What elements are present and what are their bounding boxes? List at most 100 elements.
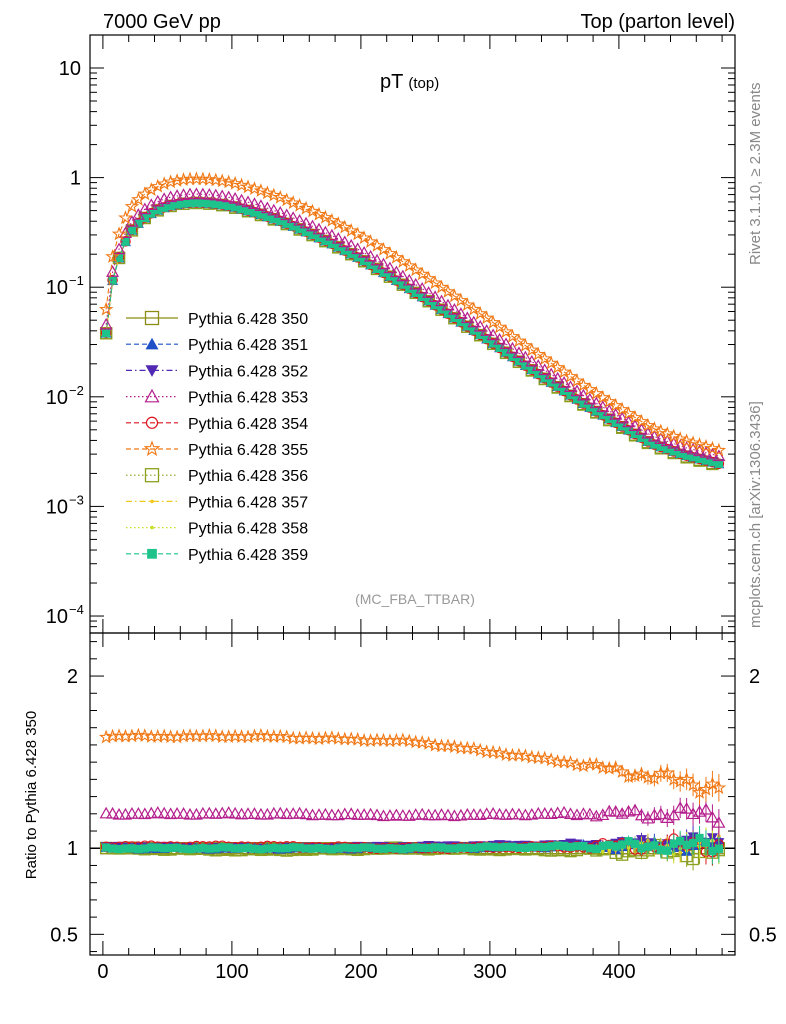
series-359-point (205, 199, 214, 208)
series-353-point (183, 187, 197, 200)
series-355-ratio-point (169, 729, 185, 744)
series-359-point (321, 236, 330, 246)
series-359-ratio-point (282, 844, 291, 853)
series-355-point (124, 198, 140, 213)
series-359-ratio-point (695, 833, 704, 843)
series-359-ratio-point (624, 837, 633, 846)
series-359-point (489, 339, 498, 348)
series-353-ratio-point (680, 802, 694, 814)
series-353-ratio-point (602, 804, 616, 817)
series-353-point (125, 214, 139, 227)
series-359-point (630, 429, 640, 439)
series-359-point (385, 272, 395, 281)
series-353-ratio-point (254, 807, 268, 820)
series-359-point (411, 288, 420, 297)
series-359-point (682, 451, 691, 460)
series-359-ratio-point (656, 845, 665, 855)
series-359-ratio-point (179, 844, 188, 853)
series-353-point (538, 363, 552, 376)
legend-entry-359: Pythia 6.428 359 (126, 547, 308, 564)
series-355-ratio-point (427, 737, 443, 752)
series-359-point (121, 237, 130, 246)
series-355-ratio-point (176, 728, 191, 743)
series-353-ratio-point (106, 806, 120, 819)
series-359-point (450, 313, 459, 323)
series-359-ratio-point (566, 842, 575, 852)
series-353-point (454, 307, 468, 319)
series-359-ratio-point (256, 845, 266, 854)
legend-entry-352-marker (145, 365, 159, 377)
series-359-ratio-point (527, 842, 536, 852)
series-359-point (211, 199, 220, 209)
series-355-point (659, 426, 675, 441)
series-359-ratio-point (114, 844, 124, 854)
series-355-point (311, 206, 327, 221)
ratio-y-tick-label: 1 (67, 838, 78, 860)
series-355-point (137, 186, 153, 201)
series-359-ratio-point (521, 843, 530, 852)
series-353-point (357, 246, 371, 258)
series-353-point (344, 238, 358, 251)
series-355-point (395, 253, 411, 268)
series-355-ratio-point (324, 730, 340, 745)
series-355-ratio-point (634, 766, 649, 781)
series-353-ratio-point (286, 807, 300, 819)
y-tick-exponent: −3 (69, 492, 84, 507)
series-353-point (505, 341, 519, 354)
series-359-point (147, 209, 156, 218)
series-359-point (688, 453, 698, 462)
series-359-point (579, 399, 588, 408)
series-355-ratio-point (440, 738, 456, 753)
series-359-point (521, 361, 530, 370)
series-353-point (402, 273, 416, 286)
series-359-ratio-point (495, 843, 504, 852)
series-359-point (269, 214, 278, 224)
series-353-point (312, 222, 326, 235)
series-359-ratio-point (637, 844, 646, 853)
series-359-point (301, 227, 311, 237)
series-353-ratio-point (125, 806, 139, 819)
series-359-ratio-point (250, 844, 259, 853)
series-359-point (372, 264, 382, 274)
ratio-y-tick-label-right: 1 (749, 838, 760, 860)
series-359-ratio-point (134, 844, 143, 854)
series-353-point (325, 228, 339, 241)
mcplots-label: mcplots.cern.ch [arXiv:1306.3436] (747, 401, 764, 628)
legend-entry-359-marker (147, 548, 157, 559)
series-353-point (422, 286, 436, 298)
series-353-point (318, 225, 332, 238)
series-355-point (595, 389, 611, 404)
series-353-ratio-point (306, 808, 320, 821)
series-359-ratio-point (185, 845, 195, 854)
series-353-ratio-point (486, 806, 500, 819)
series-353-ratio-point (318, 807, 332, 820)
series-359-ratio-point (237, 844, 246, 853)
series-359-ratio-point (463, 843, 472, 852)
series-355-ratio-point (705, 776, 720, 791)
series-355-point (331, 216, 346, 231)
series-359-ratio-point (108, 844, 117, 853)
series-355-point (253, 183, 269, 198)
series-355-point (582, 381, 598, 396)
series-359-ratio-point (276, 844, 285, 853)
series-355-ratio (98, 727, 727, 805)
series-359-point (282, 219, 291, 228)
series-359-ratio-point (172, 843, 182, 852)
series-358-ratio-point (671, 852, 676, 856)
series-359-ratio-point (469, 844, 478, 853)
series-353-point (544, 367, 558, 380)
ratio-y-axis-title: Ratio to Pythia 6.428 350 (23, 711, 40, 879)
series-353-ratio-point (273, 806, 287, 819)
series-359-ratio-point (714, 844, 723, 853)
series-355-ratio-point (685, 777, 701, 792)
series-359-point (430, 301, 440, 310)
series-359-point (701, 456, 711, 465)
series-353-ratio-point (538, 807, 552, 819)
series-355-point (240, 179, 256, 194)
legend-entry-351: Pythia 6.428 351 (126, 337, 308, 354)
series-353-point (525, 354, 539, 367)
series-353-point (435, 294, 449, 307)
series-353-ratio-point (267, 806, 281, 819)
series-355-point (208, 172, 224, 187)
series-353-ratio-point (435, 808, 449, 820)
